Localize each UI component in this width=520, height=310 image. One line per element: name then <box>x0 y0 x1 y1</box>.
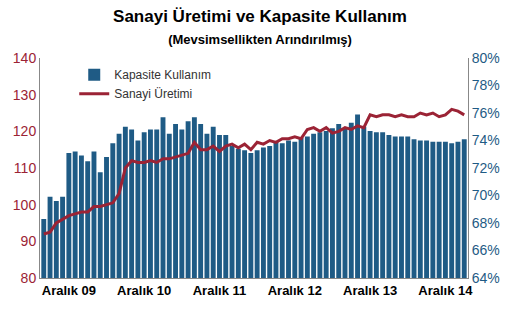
svg-text:80%: 80% <box>472 50 500 66</box>
svg-text:78%: 78% <box>472 77 500 93</box>
svg-text:72%: 72% <box>472 160 500 176</box>
svg-text:Aralık 09: Aralık 09 <box>42 283 96 298</box>
svg-text:Aralık 12: Aralık 12 <box>268 283 322 298</box>
svg-text:90: 90 <box>21 233 37 249</box>
svg-text:Sanayi Üretimi ve Kapasite Kul: Sanayi Üretimi ve Kapasite Kullanım(Mevs… <box>113 7 407 47</box>
svg-text:80: 80 <box>21 270 37 286</box>
svg-text:Aralık 14: Aralık 14 <box>418 283 473 298</box>
svg-text:64%: 64% <box>472 270 500 286</box>
svg-text:Kapasite Kullanım: Kapasite Kullanım <box>114 68 211 82</box>
svg-text:74%: 74% <box>472 132 500 148</box>
svg-text:110: 110 <box>14 160 37 176</box>
svg-text:68%: 68% <box>472 215 500 231</box>
svg-text:Aralık 11: Aralık 11 <box>193 283 247 298</box>
svg-text:140: 140 <box>13 50 37 66</box>
svg-text:120: 120 <box>13 123 37 139</box>
svg-text:Aralık 13: Aralık 13 <box>343 283 397 298</box>
svg-text:76%: 76% <box>472 105 500 121</box>
svg-text:66%: 66% <box>472 242 500 258</box>
svg-text:Sanayi Üretimi: Sanayi Üretimi <box>114 87 192 101</box>
svg-text:100: 100 <box>13 197 37 213</box>
svg-text:Aralık 10: Aralık 10 <box>117 283 171 298</box>
svg-text:130: 130 <box>13 87 37 103</box>
svg-text:70%: 70% <box>472 187 500 203</box>
